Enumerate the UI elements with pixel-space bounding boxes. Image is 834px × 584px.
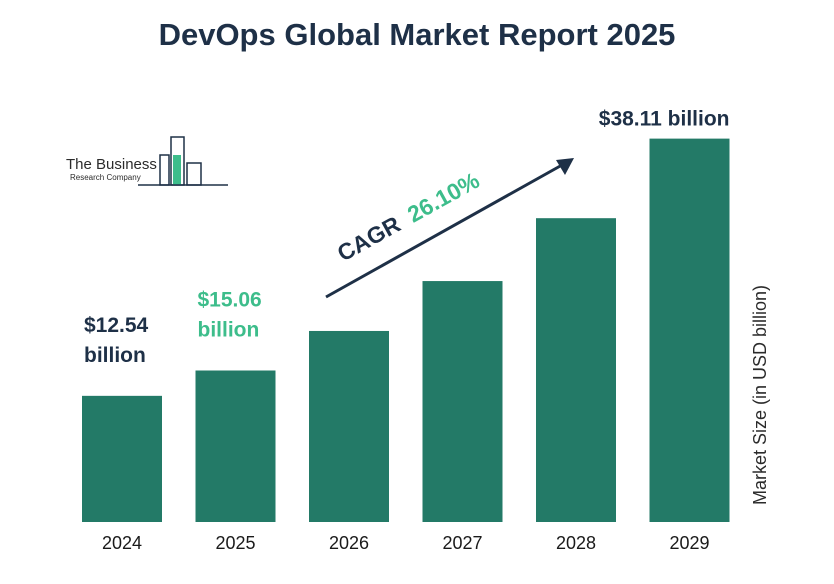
logo-text-line1: The Business — [66, 156, 157, 173]
bars-group — [82, 138, 730, 523]
x-tick-2024: 2024 — [102, 533, 142, 553]
data-label-2025-value: $15.06 — [198, 288, 262, 311]
x-axis-ticks: 2024 2025 2026 2027 2028 2029 — [102, 533, 710, 553]
cagr-arrow-head — [556, 158, 574, 175]
bar-2026 — [309, 330, 389, 522]
y-axis-label: Market Size (in USD billion) — [750, 285, 770, 505]
data-label-2024-unit: billion — [84, 344, 146, 367]
bar-2024 — [82, 395, 162, 522]
cagr-value: 26.10% — [403, 167, 484, 228]
data-label-2029-value: $38.11 billion — [599, 108, 730, 131]
x-tick-2028: 2028 — [556, 533, 596, 553]
cagr-arrow-line — [325, 163, 563, 299]
bar-2029 — [649, 138, 730, 522]
bar-2027 — [422, 281, 503, 522]
logo-bar-outline-1 — [159, 154, 170, 186]
data-label-2024-value: $12.54 — [84, 314, 149, 337]
bar-2025 — [195, 370, 276, 522]
logo-bar-fill — [173, 155, 181, 185]
data-labels: $12.54 billion $15.06 billion $38.11 billion — [84, 108, 730, 367]
data-label-2025-unit: billion — [198, 318, 260, 341]
bar-2028 — [536, 218, 616, 523]
chart-title: DevOps Global Market Report 2025 — [159, 17, 676, 52]
logo-text-line2: Research Company — [70, 173, 141, 182]
x-tick-2026: 2026 — [329, 533, 369, 553]
x-tick-2029: 2029 — [669, 533, 709, 553]
x-tick-2025: 2025 — [215, 533, 255, 553]
company-logo: The Business Research Company — [66, 136, 228, 186]
logo-bar-outline-3 — [186, 162, 202, 186]
x-tick-2027: 2027 — [442, 533, 482, 553]
